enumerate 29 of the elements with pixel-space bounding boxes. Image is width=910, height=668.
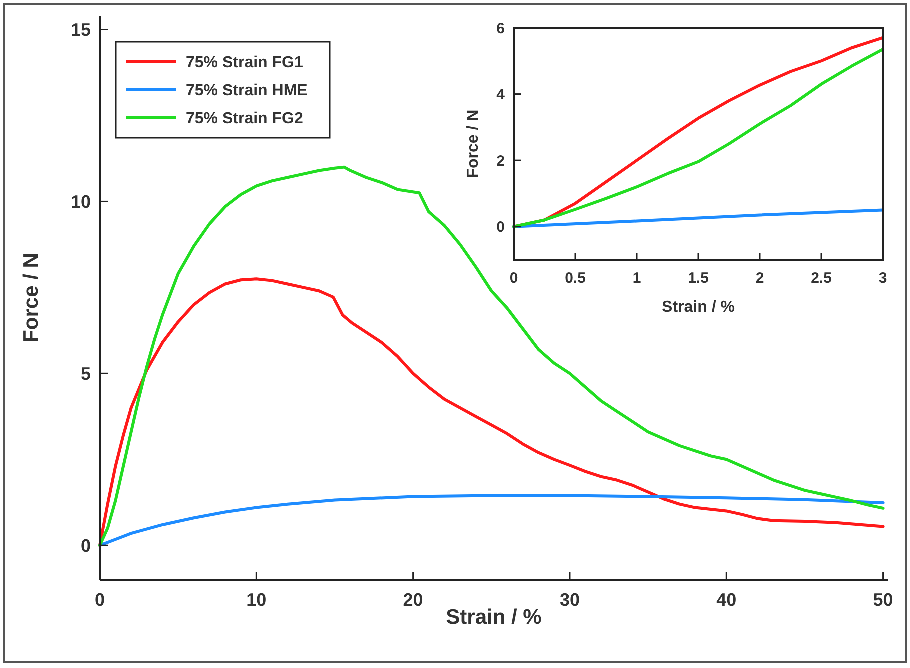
y-tick-label: 0 [496,219,505,236]
x-axis-title: Strain / % [446,606,542,629]
y-tick-label: 6 [496,20,505,38]
x-tick-label: 1.5 [688,270,709,287]
y-tick-label: 0 [80,536,91,556]
x-tick-label: 0 [94,590,106,610]
x-tick-label: 0.5 [565,270,586,287]
y-tick-label: 10 [70,192,91,212]
y-axis-title: Force / N [465,110,482,178]
x-tick-label: 3 [878,270,888,287]
x-tick-label: 2.5 [811,270,832,287]
legend-label: 75% Strain FG1 [186,54,304,72]
x-tick-label: 30 [560,590,580,610]
x-axis-title: Strain / % [662,299,735,316]
x-tick-label: 1 [632,270,642,287]
legend-label: 75% Strain HME [186,82,308,100]
x-tick-label: 20 [403,590,424,610]
y-tick-label: 5 [80,364,91,384]
line-series [512,208,884,228]
legend-label: 75% Strain FG2 [186,110,304,128]
x-tick-label: 2 [756,270,764,287]
y-axis-title: Force / N [20,253,43,343]
y-tick-label: 2 [496,152,505,170]
x-tick-label: 40 [716,590,737,610]
x-tick-label: 10 [246,590,267,610]
y-tick-label: 4 [496,86,506,104]
x-tick-label: 50 [873,590,894,610]
x-tick-label: 0 [510,270,518,287]
y-tick-label: 15 [70,20,91,40]
